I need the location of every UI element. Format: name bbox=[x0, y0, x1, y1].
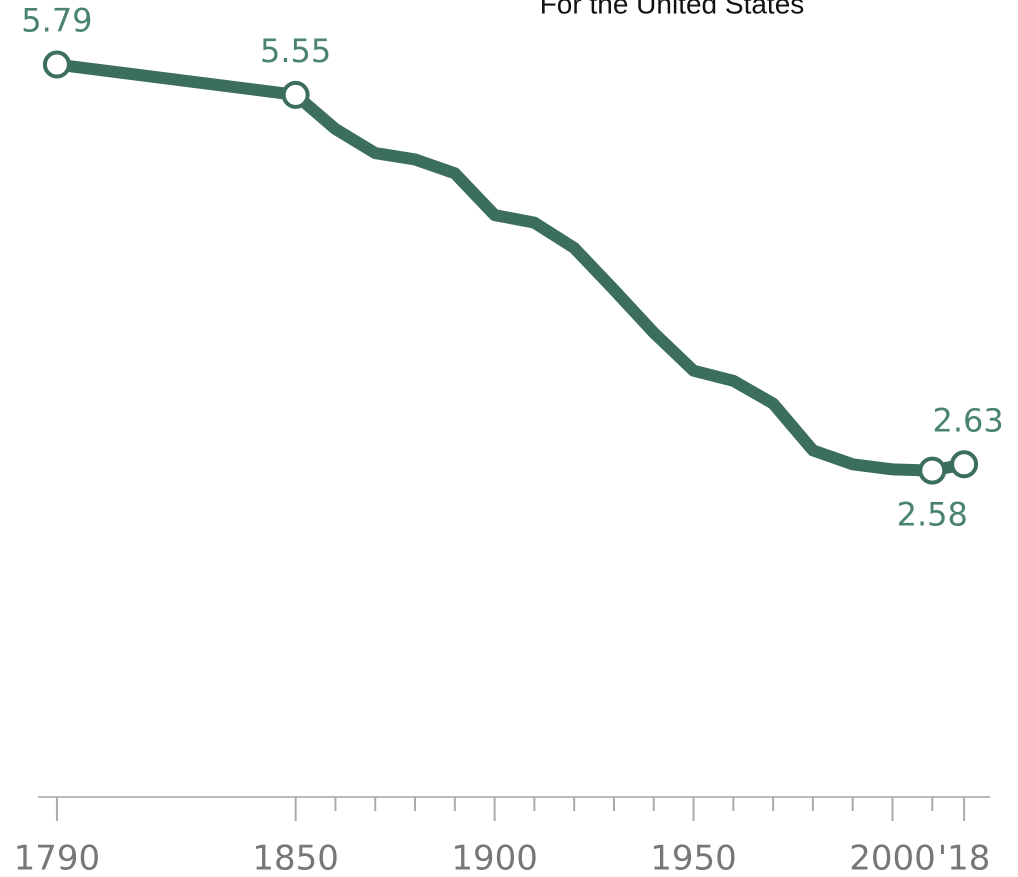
x-tick-label: '18 bbox=[938, 839, 991, 877]
point-marker bbox=[281, 80, 310, 109]
value-label: 5.79 bbox=[21, 2, 92, 40]
x-tick-label: 1900 bbox=[451, 839, 538, 877]
value-label: 5.55 bbox=[260, 32, 331, 70]
x-tick-label: 1850 bbox=[252, 839, 339, 877]
x-tick-label: 1950 bbox=[650, 839, 737, 877]
x-tick-label: 1790 bbox=[14, 839, 101, 877]
x-tick-label: 2000 bbox=[849, 839, 936, 877]
line-series bbox=[50, 58, 971, 477]
chart-subtitle: For the United States bbox=[540, 0, 805, 19]
point-marker bbox=[950, 450, 979, 479]
value-label: 2.63 bbox=[932, 401, 1003, 439]
point-marker bbox=[918, 456, 947, 485]
point-marker bbox=[42, 50, 71, 79]
value-label: 2.58 bbox=[897, 496, 968, 534]
